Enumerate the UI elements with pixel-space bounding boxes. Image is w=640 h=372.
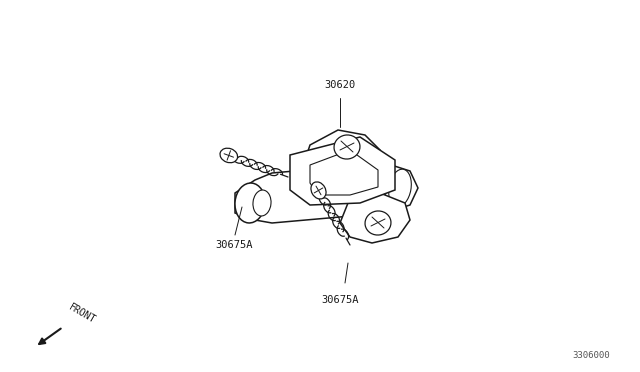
Polygon shape — [385, 163, 418, 213]
Text: FRONT: FRONT — [67, 302, 97, 325]
Text: 30620: 30620 — [324, 80, 356, 90]
Ellipse shape — [311, 182, 326, 199]
Polygon shape — [340, 193, 410, 243]
Ellipse shape — [365, 211, 391, 235]
Ellipse shape — [253, 190, 271, 216]
Text: 30675A: 30675A — [321, 295, 359, 305]
Polygon shape — [290, 137, 395, 205]
Polygon shape — [310, 150, 378, 195]
Ellipse shape — [388, 169, 412, 207]
Polygon shape — [235, 163, 390, 223]
Ellipse shape — [220, 148, 237, 163]
Text: 3306000: 3306000 — [572, 351, 610, 360]
Ellipse shape — [334, 135, 360, 159]
Text: 30675A: 30675A — [215, 240, 253, 250]
Polygon shape — [305, 130, 380, 175]
Ellipse shape — [235, 183, 265, 223]
